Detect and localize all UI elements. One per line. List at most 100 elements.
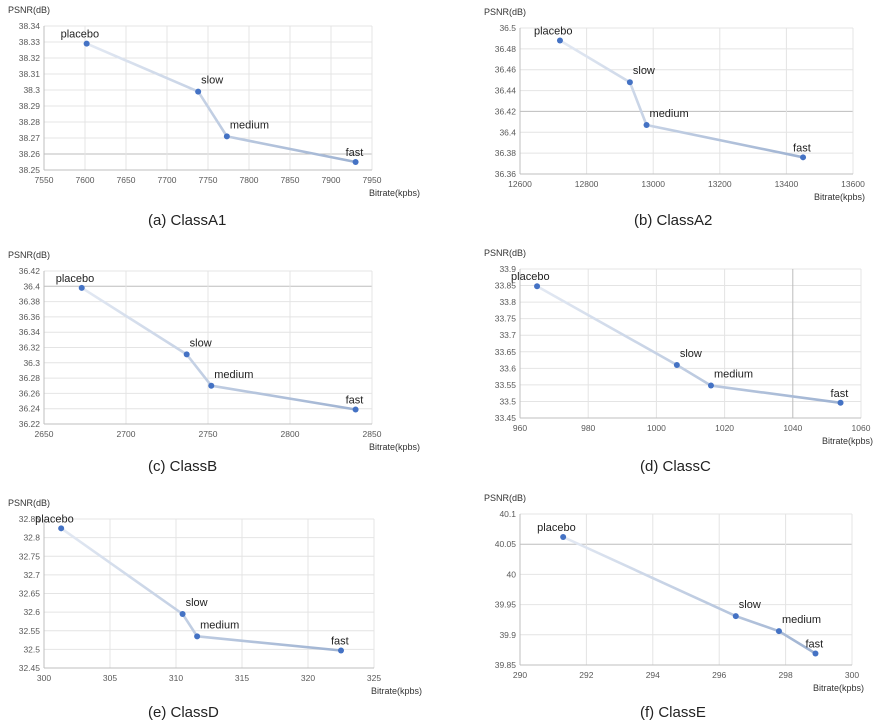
x-tick-label: 7850 <box>281 175 300 185</box>
psnr-bitrate-chart-c: 36.22 36.24 36.26 36.28 36.3 36.32 36.34 36.36 3… <box>8 250 420 452</box>
data-label-medium: medium <box>650 108 689 120</box>
y-tick-label: 33.85 <box>495 281 517 291</box>
x-tick-label: 7650 <box>117 175 136 185</box>
chart-panel-f: 39.85 39.9 39.95 40 40.05 40.1 290 292 294 296 298… <box>447 490 877 700</box>
y-tick-label: 32.6 <box>23 607 40 617</box>
y-tick-label: 33.5 <box>499 396 516 406</box>
x-tick-label: 7900 <box>322 175 341 185</box>
psnr-bitrate-chart-a: 38.25 38.26 38.27 38.28 38.29 38.3 38.31 38.32 3… <box>8 5 420 198</box>
y-tick-label: 39.85 <box>495 660 517 670</box>
x-tick-label: 2800 <box>281 429 300 439</box>
y-tick-label: 38.25 <box>19 165 41 175</box>
data-label-fast: fast <box>346 394 364 406</box>
data-label-fast: fast <box>831 388 849 400</box>
series-line <box>559 39 804 159</box>
y-tick-label: 32.85 <box>19 514 41 524</box>
y-tick-label: 33.8 <box>499 297 516 307</box>
y-tick-label: 36.32 <box>19 343 41 353</box>
data-label-slow: slow <box>190 337 212 349</box>
data-label-placebo: placebo <box>534 26 573 38</box>
y-tick-label: 39.95 <box>495 600 517 610</box>
series-line <box>81 286 356 411</box>
y-tick-label: 40.1 <box>499 509 516 519</box>
x-tick-label: 290 <box>513 670 527 680</box>
chart-panel-c: 36.22 36.24 36.26 36.28 36.3 36.32 36.34 36.36 3… <box>0 250 430 464</box>
data-label-medium: medium <box>714 369 753 381</box>
data-point-fast <box>352 159 359 165</box>
data-label-slow: slow <box>201 75 223 87</box>
data-point-fast <box>800 154 807 161</box>
y-tick-label: 36.28 <box>19 373 41 383</box>
y-tick-label: 33.55 <box>495 380 517 390</box>
y-tick-label: 36.5 <box>499 23 516 33</box>
y-tick-label: 33.9 <box>499 264 516 274</box>
x-tick-label: 1000 <box>647 423 666 433</box>
data-point-medium <box>643 121 650 128</box>
data-point-fast <box>352 406 359 413</box>
psnr-bitrate-chart-b: 36.36 36.38 36.4 36.42 36.44 36.46 36.48 36.5 12… <box>484 7 865 202</box>
y-tick-label: 38.33 <box>19 37 41 47</box>
data-point-slow <box>195 88 202 95</box>
y-tick-label: 40 <box>507 569 517 579</box>
y-tick-label: 32.75 <box>19 551 41 561</box>
y-tick-label: 38.26 <box>19 149 41 159</box>
x-tick-label: 292 <box>579 670 593 680</box>
y-tick-label: 33.65 <box>495 347 517 357</box>
y-tick-label: 36.4 <box>499 127 516 137</box>
data-point-slow <box>179 610 186 617</box>
x-tick-label: 300 <box>37 673 51 683</box>
y-tick-label: 36.22 <box>19 419 41 429</box>
data-label-fast: fast <box>793 142 811 154</box>
data-point-placebo <box>58 525 65 532</box>
psnr-bitrate-chart-f: 39.85 39.9 39.95 40 40.05 40.1 290 292 294 296 298… <box>484 493 864 693</box>
series-line <box>562 535 817 655</box>
series-line <box>86 42 356 164</box>
data-point-slow <box>626 79 633 86</box>
data-label-slow: slow <box>739 599 761 611</box>
x-axis-title: Bitrate(kpbs) <box>371 686 422 696</box>
data-label-placebo: placebo <box>537 522 576 534</box>
x-tick-label: 7700 <box>158 175 177 185</box>
x-tick-label: 7750 <box>199 175 218 185</box>
y-axis-title: PSNR(dB) <box>484 7 526 17</box>
chart-caption-b: (b) ClassA2 <box>634 212 713 229</box>
x-tick-label: 315 <box>235 673 249 683</box>
x-tick-label: 960 <box>513 423 527 433</box>
data-point-placebo <box>556 37 563 44</box>
chart-panel-d: 33.45 33.5 33.55 33.6 33.65 33.7 33.75 33.8 33.8… <box>447 245 877 455</box>
y-tick-label: 38.27 <box>19 133 41 143</box>
data-point-medium <box>194 633 201 640</box>
data-label-slow: slow <box>633 65 655 77</box>
data-point-medium <box>775 628 782 635</box>
y-tick-label: 36.24 <box>19 404 41 414</box>
y-tick-label: 32.55 <box>19 626 41 636</box>
x-axis-title: Bitrate(kpbs) <box>822 436 873 446</box>
y-tick-label: 38.29 <box>19 101 41 111</box>
y-tick-label: 33.45 <box>495 413 517 423</box>
chart-caption-f: (f) ClassE <box>640 704 706 721</box>
x-tick-label: 1040 <box>783 423 802 433</box>
data-point-medium <box>707 382 714 389</box>
x-tick-label: 2650 <box>35 429 54 439</box>
y-axis-title: PSNR(dB) <box>8 498 50 508</box>
x-tick-label: 13200 <box>708 179 732 189</box>
x-tick-label: 325 <box>367 673 381 683</box>
x-tick-label: 980 <box>581 423 595 433</box>
data-label-placebo: placebo <box>61 29 100 41</box>
data-point-medium <box>223 133 230 140</box>
y-tick-label: 39.9 <box>499 630 516 640</box>
chart-panel-e: 32.45 32.5 32.55 32.6 32.65 32.7 32.75 32.8 32.8… <box>0 490 430 700</box>
y-tick-label: 32.7 <box>23 570 40 580</box>
x-axis-title: Bitrate(kpbs) <box>814 192 865 202</box>
chart-caption-a: (a) ClassA1 <box>148 212 227 229</box>
y-tick-label: 36.34 <box>19 327 41 337</box>
data-point-placebo <box>83 40 90 47</box>
y-tick-label: 36.4 <box>23 281 40 291</box>
data-label-placebo: placebo <box>56 273 95 285</box>
y-tick-label: 32.8 <box>23 533 40 543</box>
series-line <box>536 285 841 405</box>
data-label-placebo: placebo <box>511 271 550 283</box>
y-tick-label: 33.6 <box>499 363 516 373</box>
x-tick-label: 305 <box>103 673 117 683</box>
y-tick-label: 38.3 <box>23 85 40 95</box>
